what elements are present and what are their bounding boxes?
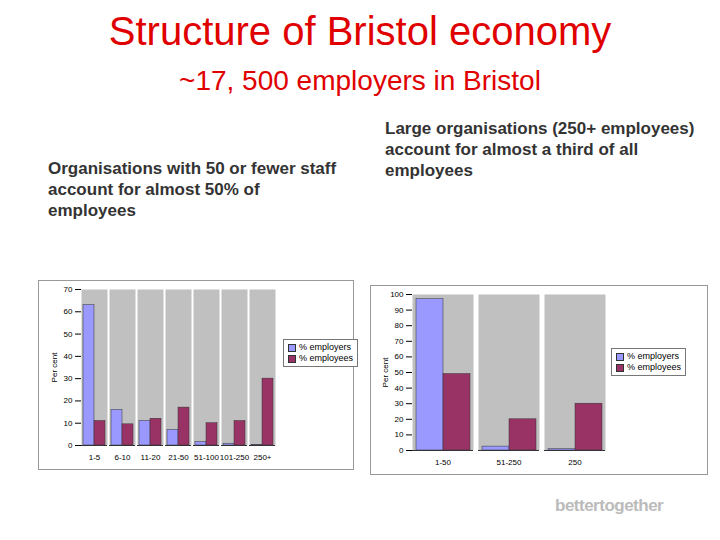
- svg-text:100: 100: [390, 290, 404, 299]
- html-text:% employers: % employers: [627, 351, 679, 361]
- svg-text:101-250: 101-250: [220, 453, 250, 462]
- svg-text:40: 40: [64, 352, 73, 361]
- html-text:Structure of Bristol economy: Structure of Bristol economy: [108, 9, 612, 53]
- html-text:bettertogether: bettertogether: [555, 496, 664, 515]
- svg-text:20: 20: [64, 396, 73, 405]
- html-text:% employers: % employers: [299, 342, 351, 352]
- svg-text:51-100: 51-100: [194, 453, 219, 462]
- svg-text:40: 40: [395, 384, 404, 393]
- svg-text:6-10: 6-10: [114, 453, 131, 462]
- svg-text:Per cent: Per cent: [50, 352, 59, 383]
- svg-text:30: 30: [64, 374, 73, 383]
- svg-text:51-250: 51-250: [497, 458, 522, 467]
- svg-text:90: 90: [395, 306, 404, 315]
- svg-text:10: 10: [395, 430, 404, 439]
- svg-text:50: 50: [64, 330, 73, 339]
- svg-text:30: 30: [395, 399, 404, 408]
- html-text:Large organisations (250+ empl: Large organisations (250+ employees) acc…: [385, 119, 695, 180]
- svg-text:1-5: 1-5: [89, 453, 101, 462]
- svg-text:250+: 250+: [253, 453, 271, 462]
- svg-text:70: 70: [395, 337, 404, 346]
- svg-text:1-50: 1-50: [435, 458, 452, 467]
- svg-text:21-50: 21-50: [168, 453, 189, 462]
- svg-text:60: 60: [64, 307, 73, 316]
- svg-text:20: 20: [395, 415, 404, 424]
- html-text:% employees: % employees: [299, 353, 353, 363]
- svg-text:10: 10: [64, 419, 73, 428]
- svg-text:Per cent: Per cent: [381, 357, 390, 388]
- svg-text:0: 0: [68, 441, 73, 450]
- svg-text:70: 70: [64, 285, 73, 294]
- svg-text:0: 0: [399, 446, 404, 455]
- svg-text:50: 50: [395, 368, 404, 377]
- svg-text:80: 80: [395, 321, 404, 330]
- html-text:~17, 500 employers in Bristol: ~17, 500 employers in Bristol: [179, 65, 541, 96]
- html-text:Organisations with 50 or fewer: Organisations with 50 or fewer staff acc…: [48, 159, 337, 220]
- html-text:% employees: % employees: [627, 362, 681, 372]
- svg-text:250: 250: [568, 458, 582, 467]
- svg-text:11-20: 11-20: [141, 453, 161, 462]
- svg-text:60: 60: [395, 352, 404, 361]
